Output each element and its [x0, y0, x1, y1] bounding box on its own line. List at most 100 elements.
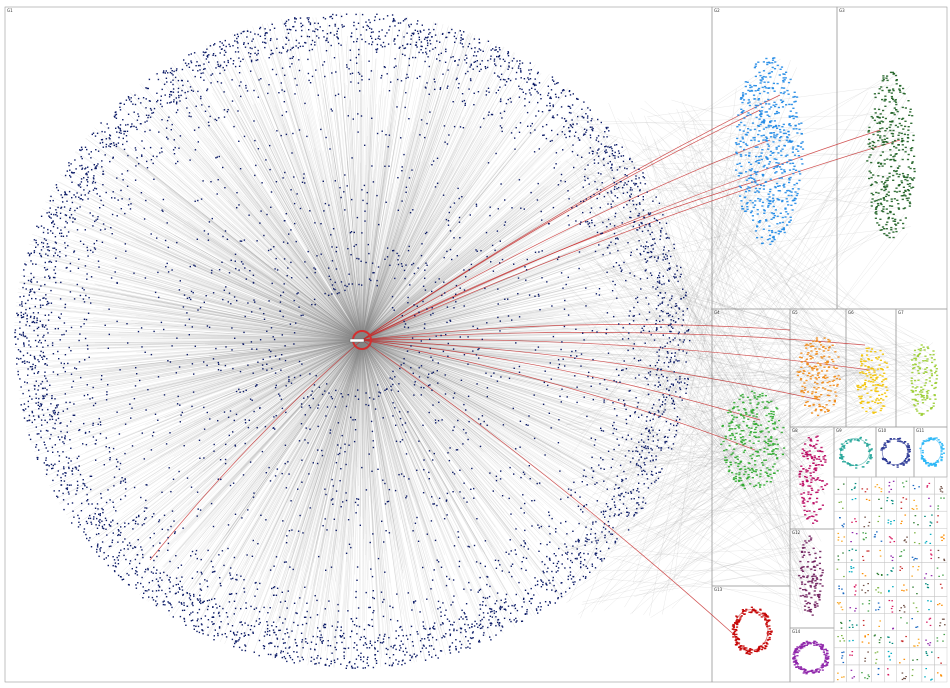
hub-node [428, 33, 430, 35]
small-group-node [861, 488, 864, 490]
hub-node [336, 36, 338, 38]
hub-node [592, 521, 594, 523]
hub-node [679, 378, 681, 380]
hub-node [432, 625, 435, 628]
hub-node [85, 167, 87, 169]
hub-node [340, 15, 343, 18]
hub-node [661, 468, 663, 470]
hub-node [155, 600, 157, 602]
hub-node [401, 170, 403, 172]
hub-node [106, 393, 108, 396]
hub-node [472, 325, 474, 328]
small-group-node [890, 499, 893, 502]
hub-node [428, 634, 430, 636]
hub-node [683, 382, 686, 384]
hub-node [40, 249, 43, 251]
hub-node [60, 422, 62, 424]
small-group-node [864, 592, 867, 594]
hub-node [33, 372, 35, 375]
small-group-node [864, 516, 866, 518]
hub-node [165, 77, 168, 79]
small-group-node [925, 667, 928, 670]
hub-node [74, 218, 76, 220]
hub-node [30, 281, 33, 283]
small-group-node [867, 525, 870, 527]
hub-node [460, 631, 462, 634]
hub-node [408, 177, 411, 179]
hub-node [493, 610, 495, 612]
small-group-node [852, 639, 854, 642]
hub-node [316, 462, 319, 465]
hub-node [286, 50, 288, 53]
hub-node [203, 457, 205, 459]
hub-node [142, 97, 145, 99]
small-group-node [912, 508, 915, 510]
hub-node [492, 270, 495, 272]
hub-node [267, 92, 269, 95]
hub-node [674, 277, 676, 279]
hub-node [602, 158, 605, 161]
small-group-frame [896, 613, 910, 631]
hub-node [420, 31, 422, 33]
hub-node [643, 446, 646, 449]
hub-node [52, 410, 54, 412]
hub-node [297, 624, 299, 626]
small-group-node [937, 515, 939, 517]
hub-node [454, 41, 456, 43]
hub-node [33, 239, 36, 241]
hub-node [490, 375, 492, 377]
hub-node [453, 629, 455, 632]
hub-node [122, 541, 124, 543]
hub-node [533, 394, 535, 396]
hub-node [124, 243, 126, 245]
hub-node [168, 96, 171, 98]
hub-node [629, 310, 631, 312]
hub-node [172, 88, 175, 90]
hub-node [162, 198, 165, 201]
hub-node [263, 234, 265, 237]
hub-node [577, 115, 579, 118]
small-group-node [887, 522, 890, 524]
hub-node [316, 255, 318, 257]
hub-node [393, 19, 395, 21]
hub-node [436, 157, 439, 159]
hub-node [124, 423, 127, 425]
hub-node [658, 359, 660, 361]
hub-node [501, 626, 504, 628]
small-group-frame [921, 613, 935, 631]
small-group-node [893, 519, 895, 522]
hub-node [281, 89, 283, 91]
hub-node [248, 52, 250, 54]
hub-node [433, 648, 435, 650]
hub-node [190, 290, 193, 293]
hub-node [263, 312, 265, 315]
small-group-node [900, 522, 902, 525]
hub-node [52, 247, 54, 249]
hub-node [157, 99, 159, 102]
hub-node [353, 245, 355, 247]
hub-node [96, 546, 99, 548]
hub-node [337, 422, 340, 424]
hub-node [606, 127, 608, 130]
hub-node [663, 249, 665, 251]
hub-node [382, 601, 384, 603]
hub-node [473, 544, 476, 547]
hub-node [203, 301, 205, 303]
hub-node [374, 654, 376, 656]
hub-node [402, 643, 404, 645]
hub-node [331, 293, 333, 295]
hub-node [397, 390, 400, 392]
hub-node [307, 19, 310, 21]
hub-node [661, 301, 664, 303]
hub-node [417, 32, 420, 35]
hub-node [45, 253, 47, 255]
hub-node [449, 206, 452, 208]
hub-node [24, 381, 26, 383]
hub-node [389, 605, 391, 607]
hub-node [317, 22, 319, 25]
hub-node [510, 620, 512, 623]
hub-node [340, 663, 342, 665]
hub-node [448, 649, 451, 651]
hub-node [660, 229, 662, 232]
hub-node [320, 657, 322, 660]
